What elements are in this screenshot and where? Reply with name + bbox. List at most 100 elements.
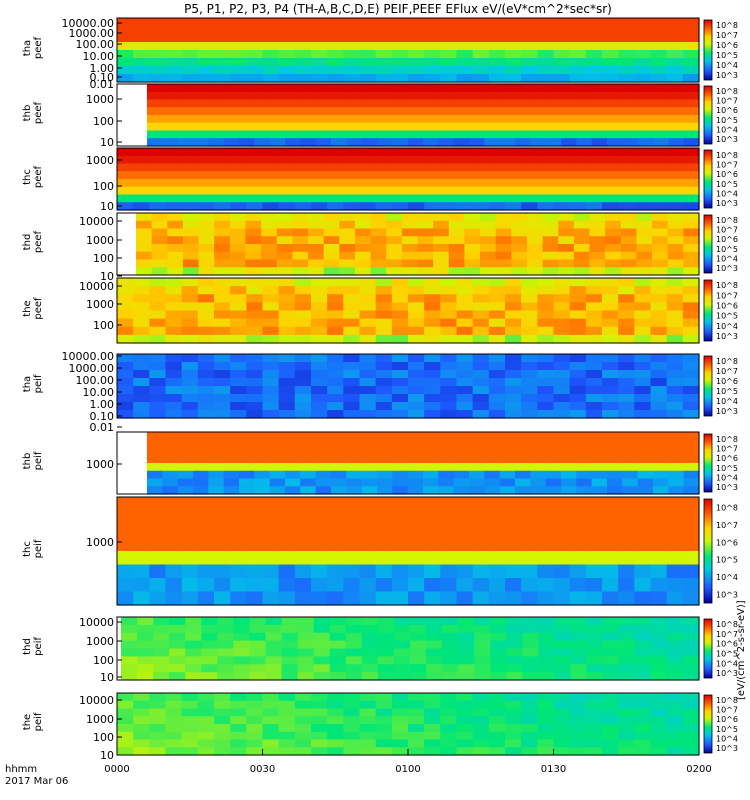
heatmap-cell [294, 194, 312, 203]
heatmap-cell [634, 739, 652, 748]
heatmap-cell [377, 107, 393, 116]
heatmap-cell [246, 362, 264, 371]
heatmap-cell [469, 478, 485, 487]
heatmap-cell [230, 716, 247, 725]
heatmap-cell [569, 578, 587, 593]
heatmap-cell [294, 318, 312, 328]
heatmap-cell [472, 163, 490, 172]
heatmap-cell [499, 91, 516, 101]
heatmap-cell [505, 66, 522, 75]
y-tick-label: 1000 [86, 154, 114, 167]
heatmap-cell [618, 186, 635, 196]
heatmap-cell [214, 267, 231, 276]
heatmap-cell [408, 362, 425, 371]
heatmap-cell [233, 672, 251, 681]
heatmap-cell [177, 122, 194, 132]
heatmap-cell [151, 236, 168, 245]
heatmap-cell [149, 700, 167, 710]
heatmap-cell [458, 656, 475, 665]
heatmap-cell [359, 731, 377, 741]
heatmap-cell [278, 163, 296, 172]
heatmap-cell [359, 163, 377, 172]
heatmap-cell [149, 578, 167, 593]
heatmap-cell [634, 564, 652, 579]
heatmap-cell [311, 278, 328, 287]
heatmap-cell [637, 478, 654, 487]
heatmap-cell [585, 186, 603, 196]
heatmap-cell [193, 130, 209, 139]
heatmap-cell [193, 478, 209, 487]
heatmap-cell [311, 294, 328, 303]
heatmap-cell [442, 656, 459, 665]
heatmap-cell [561, 84, 577, 93]
heatmap-cell [182, 251, 200, 261]
heatmap-cell [265, 640, 283, 650]
heatmap-cell [285, 455, 301, 464]
heatmap-cell [217, 672, 234, 681]
heatmap-cell [297, 672, 315, 681]
heatmap-cell [229, 244, 247, 253]
heatmap-cell [683, 259, 700, 268]
heatmap-cell [682, 302, 700, 312]
heatmap-cell [607, 138, 623, 147]
heatmap-cell [650, 326, 668, 336]
heatmap-cell [329, 648, 347, 657]
heatmap-cell [208, 478, 225, 487]
heatmap-cell [417, 213, 434, 222]
heatmap-cell [239, 486, 255, 495]
heatmap-cell [408, 74, 425, 83]
heatmap-cell [327, 318, 344, 328]
heatmap-cell [133, 163, 150, 172]
heatmap-cell [506, 617, 523, 626]
heatmap-cell [182, 220, 200, 230]
heatmap-cell [438, 439, 455, 449]
heatmap-cell [602, 708, 619, 717]
heatmap-cell [537, 179, 555, 188]
heatmap-cell [165, 747, 183, 756]
heatmap-cell [602, 497, 619, 512]
heatmap-cell [391, 739, 409, 748]
heatmap-cell [361, 478, 378, 487]
heatmap-cell [570, 672, 588, 681]
colorbar-tick-label: 10^4 [716, 190, 738, 199]
heatmap-cell [682, 194, 700, 203]
heatmap-cell [618, 362, 635, 371]
colorbar-tick-label: 10^7 [716, 226, 738, 235]
heatmap-cell [149, 410, 167, 419]
panel-label-probe: thc [22, 169, 33, 185]
heatmap-cell [650, 700, 668, 710]
heatmap-cell [133, 693, 150, 702]
heatmap-cell [230, 334, 247, 344]
heatmap-cell [249, 640, 267, 650]
colorbar-tick-label: 10^6 [716, 715, 738, 724]
heatmap-cell [537, 693, 555, 702]
heatmap-cell [561, 91, 577, 101]
heatmap-cell [569, 50, 587, 59]
heatmap-cell [300, 122, 317, 132]
heatmap-cell [265, 648, 283, 657]
heatmap-cell [294, 386, 312, 395]
heatmap-cell [393, 640, 411, 650]
heatmap-cell [339, 228, 356, 237]
heatmap-cell [133, 394, 150, 403]
x-tick-label: 0030 [250, 764, 275, 775]
heatmap-cell [331, 478, 347, 487]
heatmap-cell [359, 74, 377, 83]
heatmap-cell [294, 58, 312, 67]
heatmap-cell [197, 278, 215, 287]
x-tick-label: 0100 [395, 764, 420, 775]
heatmap-cell [650, 693, 668, 702]
heatmap-cell [117, 564, 134, 579]
heatmap-cell [423, 486, 439, 495]
heatmap-cell [682, 510, 700, 525]
heatmap-cell [488, 310, 506, 320]
heatmap-cell [375, 386, 393, 395]
heatmap-cell [121, 672, 138, 681]
heatmap-cell [618, 551, 635, 566]
heatmap-cell [438, 455, 455, 464]
heatmap-cell [292, 251, 309, 261]
colorbar-thb-peif: 10^310^410^510^610^710^8 [703, 433, 738, 493]
heatmap-cell [423, 122, 439, 132]
heatmap-cell [410, 672, 427, 681]
heatmap-cell [377, 432, 393, 441]
